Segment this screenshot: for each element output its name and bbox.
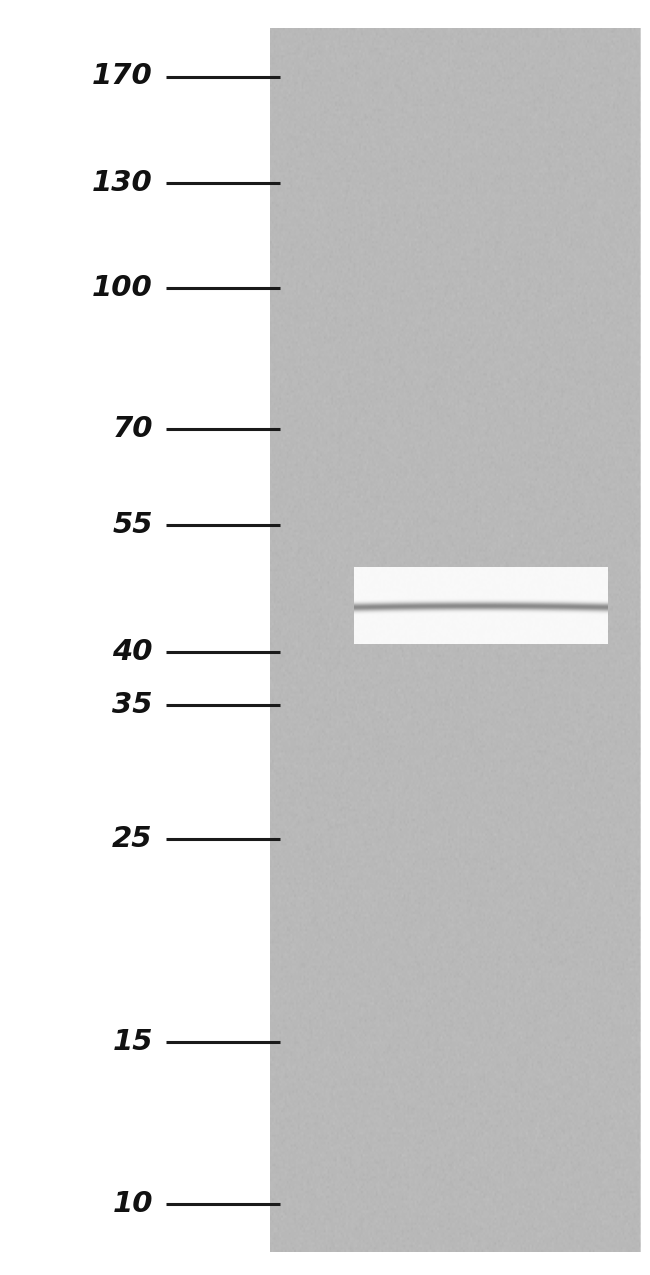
Text: 25: 25 — [112, 825, 153, 853]
Text: 130: 130 — [92, 170, 153, 198]
Text: 35: 35 — [112, 691, 153, 719]
Text: 15: 15 — [112, 1029, 153, 1056]
Text: 10: 10 — [112, 1190, 153, 1218]
Bar — [270, 28, 640, 1252]
Text: 40: 40 — [112, 638, 153, 666]
Text: 170: 170 — [92, 62, 153, 91]
Text: 100: 100 — [92, 274, 153, 302]
Text: 55: 55 — [112, 511, 153, 539]
Text: 70: 70 — [112, 416, 153, 444]
